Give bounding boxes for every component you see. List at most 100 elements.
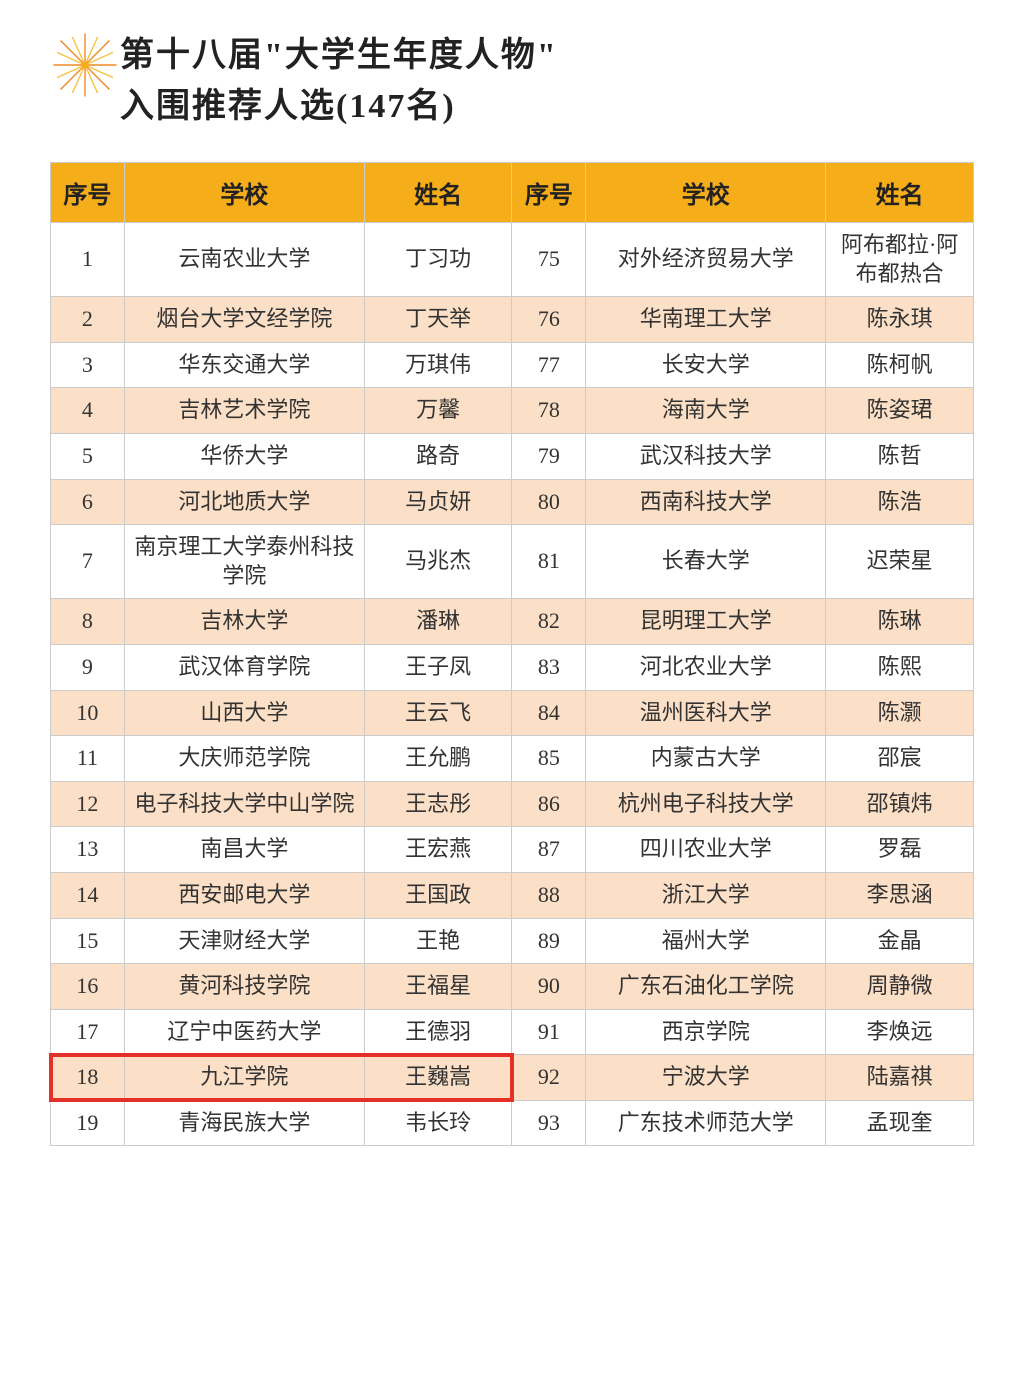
table-row: 15天津财经大学王艳89福州大学金晶 — [51, 918, 974, 964]
cell-r_school: 广东技术师范大学 — [586, 1100, 826, 1146]
cell-l_school: 山西大学 — [124, 690, 364, 736]
cell-l_school: 大庆师范学院 — [124, 736, 364, 782]
col-school-left: 学校 — [124, 163, 364, 223]
cell-l_school: 华侨大学 — [124, 433, 364, 479]
cell-l_school: 西安邮电大学 — [124, 872, 364, 918]
cell-l_seq: 7 — [51, 525, 125, 599]
cell-r_seq: 92 — [512, 1055, 586, 1101]
cell-l_name: 丁习功 — [364, 223, 512, 297]
cell-l_school: 武汉体育学院 — [124, 644, 364, 690]
cell-r_seq: 89 — [512, 918, 586, 964]
cell-r_name: 陈姿珺 — [826, 388, 974, 434]
cell-l_school: 九江学院 — [124, 1055, 364, 1101]
cell-r_name: 邵宸 — [826, 736, 974, 782]
cell-r_school: 浙江大学 — [586, 872, 826, 918]
title-block: 第十八届"大学生年度人物" 入围推荐人选(147名) — [50, 30, 974, 132]
cell-r_name: 陈熙 — [826, 644, 974, 690]
cell-r_school: 对外经济贸易大学 — [586, 223, 826, 297]
cell-r_name: 周静微 — [826, 964, 974, 1010]
cell-l_name: 路奇 — [364, 433, 512, 479]
cell-r_name: 李思涵 — [826, 872, 974, 918]
cell-l_school: 烟台大学文经学院 — [124, 297, 364, 343]
cell-r_school: 武汉科技大学 — [586, 433, 826, 479]
cell-l_seq: 2 — [51, 297, 125, 343]
cell-l_seq: 12 — [51, 781, 125, 827]
cell-l_name: 潘琳 — [364, 599, 512, 645]
cell-r_seq: 87 — [512, 827, 586, 873]
col-name-right: 姓名 — [826, 163, 974, 223]
cell-l_name: 王艳 — [364, 918, 512, 964]
cell-l_seq: 17 — [51, 1009, 125, 1055]
title-line-1: 第十八届"大学生年度人物" — [120, 30, 974, 81]
cell-r_seq: 77 — [512, 342, 586, 388]
cell-l_name: 王德羽 — [364, 1009, 512, 1055]
cell-r_name: 孟现奎 — [826, 1100, 974, 1146]
title-line-2: 入围推荐人选(147名) — [120, 81, 974, 132]
table-row: 17辽宁中医药大学王德羽91西京学院李焕远 — [51, 1009, 974, 1055]
candidates-table: 序号 学校 姓名 序号 学校 姓名 1云南农业大学丁习功75对外经济贸易大学阿布… — [50, 162, 974, 1146]
table-row: 1云南农业大学丁习功75对外经济贸易大学阿布都拉·阿布都热合 — [51, 223, 974, 297]
table-row: 9武汉体育学院王子凤83河北农业大学陈熙 — [51, 644, 974, 690]
cell-r_school: 华南理工大学 — [586, 297, 826, 343]
cell-l_school: 华东交通大学 — [124, 342, 364, 388]
cell-r_seq: 75 — [512, 223, 586, 297]
cell-l_seq: 14 — [51, 872, 125, 918]
cell-l_school: 辽宁中医药大学 — [124, 1009, 364, 1055]
cell-l_seq: 4 — [51, 388, 125, 434]
cell-r_school: 宁波大学 — [586, 1055, 826, 1101]
cell-l_name: 王云飞 — [364, 690, 512, 736]
cell-r_school: 河北农业大学 — [586, 644, 826, 690]
cell-r_seq: 78 — [512, 388, 586, 434]
cell-r_seq: 81 — [512, 525, 586, 599]
cell-r_school: 广东石油化工学院 — [586, 964, 826, 1010]
cell-l_school: 南昌大学 — [124, 827, 364, 873]
cell-l_name: 万馨 — [364, 388, 512, 434]
cell-r_seq: 91 — [512, 1009, 586, 1055]
table-row: 8吉林大学潘琳82昆明理工大学陈琳 — [51, 599, 974, 645]
cell-l_school: 电子科技大学中山学院 — [124, 781, 364, 827]
cell-r_name: 陈柯帆 — [826, 342, 974, 388]
cell-r_seq: 86 — [512, 781, 586, 827]
cell-r_seq: 85 — [512, 736, 586, 782]
cell-l_seq: 11 — [51, 736, 125, 782]
cell-l_seq: 9 — [51, 644, 125, 690]
cell-r_name: 罗磊 — [826, 827, 974, 873]
cell-r_seq: 82 — [512, 599, 586, 645]
table-row: 13南昌大学王宏燕87四川农业大学罗磊 — [51, 827, 974, 873]
cell-l_school: 吉林艺术学院 — [124, 388, 364, 434]
table-row: 18九江学院王巍嵩92宁波大学陆嘉祺 — [51, 1055, 974, 1101]
table-row: 10山西大学王云飞84温州医科大学陈灏 — [51, 690, 974, 736]
cell-r_seq: 80 — [512, 479, 586, 525]
cell-r_school: 长春大学 — [586, 525, 826, 599]
cell-r_name: 陈琳 — [826, 599, 974, 645]
cell-l_school: 南京理工大学泰州科技学院 — [124, 525, 364, 599]
cell-l_name: 王宏燕 — [364, 827, 512, 873]
cell-r_school: 昆明理工大学 — [586, 599, 826, 645]
table-row: 16黄河科技学院王福星90广东石油化工学院周静微 — [51, 964, 974, 1010]
cell-l_name: 马兆杰 — [364, 525, 512, 599]
cell-r_name: 李焕远 — [826, 1009, 974, 1055]
cell-r_school: 内蒙古大学 — [586, 736, 826, 782]
table-row: 7南京理工大学泰州科技学院马兆杰81长春大学迟荣星 — [51, 525, 974, 599]
cell-l_seq: 1 — [51, 223, 125, 297]
cell-r_school: 西京学院 — [586, 1009, 826, 1055]
cell-r_school: 杭州电子科技大学 — [586, 781, 826, 827]
cell-l_seq: 6 — [51, 479, 125, 525]
col-seq-right: 序号 — [512, 163, 586, 223]
cell-l_seq: 10 — [51, 690, 125, 736]
table-row: 6河北地质大学马贞妍80西南科技大学陈浩 — [51, 479, 974, 525]
cell-l_school: 天津财经大学 — [124, 918, 364, 964]
cell-l_name: 王子凤 — [364, 644, 512, 690]
cell-r_seq: 90 — [512, 964, 586, 1010]
table-row: 3华东交通大学万琪伟77长安大学陈柯帆 — [51, 342, 974, 388]
cell-r_name: 迟荣星 — [826, 525, 974, 599]
cell-r_seq: 93 — [512, 1100, 586, 1146]
col-seq-left: 序号 — [51, 163, 125, 223]
table-row: 12电子科技大学中山学院王志彤86杭州电子科技大学邵镇炜 — [51, 781, 974, 827]
cell-r_name: 邵镇炜 — [826, 781, 974, 827]
cell-l_school: 河北地质大学 — [124, 479, 364, 525]
cell-l_name: 王志彤 — [364, 781, 512, 827]
cell-r_school: 西南科技大学 — [586, 479, 826, 525]
col-name-left: 姓名 — [364, 163, 512, 223]
cell-r_name: 金晶 — [826, 918, 974, 964]
